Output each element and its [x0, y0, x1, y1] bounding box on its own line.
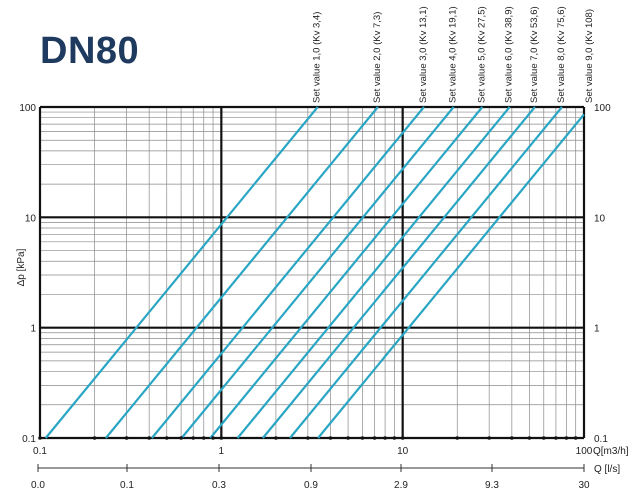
secondary-tick-label: 0.3: [212, 480, 226, 491]
y-tick-label-right: 100: [594, 103, 611, 114]
series-label-2: Set value 2,0 (Kv 7,3): [372, 12, 383, 103]
series-line-1: [44, 106, 319, 439]
y-tick-label: 10: [25, 213, 37, 224]
secondary-tick-label: 9.3: [485, 480, 499, 491]
x-axis-dot: [92, 436, 97, 440]
major-grid: [38, 105, 586, 440]
series-line-4: [180, 106, 455, 439]
series-line-9: [317, 113, 585, 439]
x-tick-label: 0.1: [33, 446, 47, 457]
series-line-5: [209, 106, 484, 439]
y-tick-label: 0.1: [22, 434, 36, 445]
x-axis-dot: [392, 436, 397, 440]
x-axis-dot: [541, 436, 546, 440]
chart-title: DN80: [40, 30, 140, 72]
secondary-tick-label: 0.1: [120, 480, 134, 491]
x-axis-dot: [346, 436, 350, 440]
x-tick-label: 1: [219, 446, 225, 457]
x-tick-label: 100: [576, 446, 593, 457]
x-axis-dot: [400, 436, 405, 440]
y-tick-label-right: 1: [594, 324, 600, 335]
x-axis-dot: [383, 436, 387, 440]
x-axis-dot: [455, 436, 460, 440]
series-line-6: [236, 106, 511, 439]
secondary-tick-label: 30: [578, 480, 590, 491]
series-label-7: Set value 7,0 (Kv 53,6): [529, 6, 540, 103]
series-label-6: Set value 6,0 (Kv 38,9): [504, 6, 515, 103]
x-axis-dot: [554, 436, 558, 440]
x-axis-dot: [487, 436, 491, 440]
x-axis-dot: [147, 436, 151, 440]
x-tick-label: 10: [397, 446, 409, 457]
secondary-tick-label: 0.0: [31, 480, 45, 491]
series-label-8: Set value 8,0 (Kv 75,6): [556, 6, 567, 103]
x-axis-dot: [211, 436, 215, 440]
x-axis-dot: [124, 436, 129, 440]
y-axis-label: Δp [kPa]: [16, 248, 27, 286]
series-line-8: [289, 106, 563, 439]
y-tick-label-right: 0.1: [594, 434, 608, 445]
x-axis-dot: [191, 436, 196, 440]
y-tick-label: 1: [30, 324, 36, 335]
series-label-4: Set value 4,0 (Kv 19,1): [448, 6, 459, 103]
x-axis-label: Q[m3/h]: [593, 446, 629, 457]
secondary-axis: 0.0 0.1 0.3 0.9 2.9 9.3 30 Q [l/s]: [31, 464, 620, 491]
secondary-axis-label: Q [l/s]: [594, 464, 620, 475]
series-line-2: [105, 106, 379, 439]
series-label-3: Set value 3,0 (Kv 13,1): [418, 6, 429, 103]
x-axis-dot: [510, 436, 514, 440]
x-axis-dot: [164, 436, 169, 440]
x-axis-dot: [328, 436, 333, 440]
x-axis-dot: [360, 436, 365, 440]
secondary-tick-label: 2.9: [394, 480, 408, 491]
series-label-1: Set value 1,0 (Kv 3,4): [312, 12, 323, 103]
x-axis-dot: [306, 436, 310, 440]
series-labels: Set value 1,0 (Kv 3,4) Set value 2,0 (Kv …: [312, 6, 595, 103]
series-line-3: [151, 106, 425, 439]
x-axis-dot: [274, 436, 278, 440]
x-axis-dot: [219, 436, 224, 440]
x-axis-dot: [179, 436, 183, 440]
y-tick-label-right: 10: [594, 213, 606, 224]
x-axis-dot: [38, 436, 42, 440]
x-axis-dot: [372, 436, 377, 440]
x-axis-dot: [573, 436, 578, 440]
secondary-tick-label: 0.9: [304, 480, 318, 491]
x-axis-dot: [564, 436, 569, 440]
y-tick-label: 100: [19, 103, 36, 114]
minor-grid: [40, 107, 584, 438]
x-axis-dot: [201, 436, 206, 440]
series-label-9: Set value 9,0 (Kv 108): [584, 9, 595, 103]
x-axis-dot: [527, 436, 532, 440]
series-label-5: Set value 5,0 (Kv 27,5): [476, 6, 487, 103]
series-line-7: [262, 106, 536, 439]
series-lines: [44, 106, 585, 439]
